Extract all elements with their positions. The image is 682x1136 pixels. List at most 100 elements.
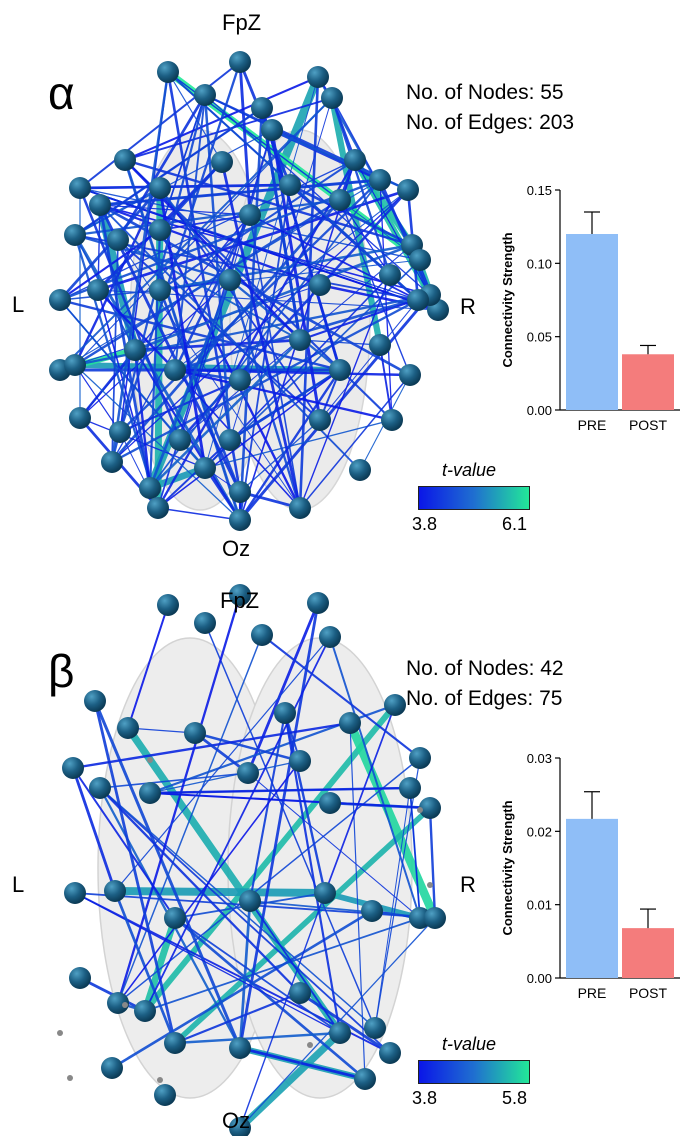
network-edge bbox=[110, 93, 207, 464]
colorbar-title: t-value bbox=[442, 1034, 497, 1054]
network-node bbox=[107, 992, 129, 1014]
network-node bbox=[397, 179, 419, 201]
network-node bbox=[364, 1017, 386, 1039]
network-node bbox=[384, 694, 406, 716]
network-edge bbox=[173, 368, 412, 377]
network-node bbox=[101, 1057, 123, 1079]
network-edge bbox=[260, 106, 342, 372]
colorbar-max: 6.1 bbox=[502, 514, 528, 534]
network-edge bbox=[330, 96, 357, 162]
network-edge bbox=[158, 160, 224, 232]
network-node bbox=[139, 477, 161, 499]
network-node bbox=[49, 289, 71, 311]
network-edge bbox=[118, 60, 242, 434]
network-edge bbox=[204, 622, 376, 1029]
edge-count: No. of Edges: 203 bbox=[406, 111, 575, 134]
network-edge bbox=[133, 348, 152, 490]
network-edge bbox=[173, 916, 367, 1081]
network-node bbox=[407, 289, 429, 311]
network-node bbox=[424, 907, 446, 929]
network-node bbox=[84, 690, 106, 712]
network-edge bbox=[99, 787, 391, 1054]
network-edge bbox=[299, 274, 391, 509]
network-minor-node bbox=[122, 1002, 128, 1008]
network-node bbox=[381, 409, 403, 431]
network-node bbox=[239, 204, 261, 226]
network-edge bbox=[345, 718, 440, 923]
network-node bbox=[399, 364, 421, 386]
alpha-network-graph bbox=[49, 51, 449, 531]
network-edge bbox=[144, 636, 331, 1012]
y-tick-label: 0.03 bbox=[527, 751, 552, 766]
network-edge bbox=[379, 344, 393, 421]
network-edge bbox=[193, 731, 250, 775]
network-edge bbox=[79, 184, 291, 189]
network-node bbox=[361, 900, 383, 922]
y-tick-label: 0.02 bbox=[527, 824, 552, 839]
colorbar-title: t-value bbox=[442, 460, 497, 480]
network-node bbox=[87, 279, 109, 301]
network-node bbox=[274, 702, 296, 724]
network-node bbox=[399, 777, 421, 799]
network-edge bbox=[173, 991, 302, 1045]
network-edge bbox=[127, 727, 196, 734]
network-node bbox=[229, 51, 251, 73]
label-oz: Oz bbox=[222, 1108, 251, 1133]
network-minor-node bbox=[417, 807, 423, 813]
colorbar-min: 3.8 bbox=[412, 1088, 438, 1108]
network-edge bbox=[173, 213, 252, 372]
network-node bbox=[149, 177, 171, 199]
network-edge bbox=[374, 757, 421, 1029]
network-node bbox=[319, 626, 341, 648]
node-count: No. of Nodes: 42 bbox=[406, 657, 564, 680]
network-edge bbox=[238, 899, 252, 1050]
network-edge bbox=[148, 338, 302, 490]
network-node bbox=[289, 750, 311, 772]
network-edge bbox=[58, 298, 342, 372]
network-node bbox=[107, 229, 129, 251]
y-axis-label: Connectivity Strength bbox=[500, 232, 515, 367]
network-node bbox=[164, 359, 186, 381]
network-node bbox=[101, 451, 123, 473]
network-edge bbox=[110, 298, 420, 464]
bar-post bbox=[622, 354, 674, 410]
network-edge bbox=[79, 187, 419, 301]
network-node bbox=[139, 782, 161, 804]
network-node bbox=[114, 149, 136, 171]
network-edge bbox=[127, 604, 169, 729]
network-node bbox=[329, 1022, 351, 1044]
network-node bbox=[321, 87, 343, 109]
network-edge bbox=[249, 900, 341, 1034]
network-edge bbox=[111, 214, 251, 463]
network-edge bbox=[158, 243, 414, 292]
x-tick-label: PRE bbox=[578, 985, 607, 1001]
network-edge bbox=[157, 369, 341, 509]
network-edge bbox=[110, 909, 374, 1070]
network-node bbox=[261, 119, 283, 141]
network-node bbox=[229, 369, 251, 391]
edge-count: No. of Edges: 75 bbox=[406, 687, 563, 710]
network-edge bbox=[59, 299, 181, 441]
network-node bbox=[329, 359, 351, 381]
y-tick-label: 0.00 bbox=[527, 971, 552, 986]
colorbar bbox=[418, 486, 530, 510]
network-edge bbox=[248, 711, 287, 903]
network-node bbox=[409, 747, 431, 769]
network-edge bbox=[142, 702, 398, 1014]
network-edge bbox=[123, 158, 414, 247]
network-node bbox=[157, 61, 179, 83]
label-oz: Oz bbox=[222, 536, 251, 561]
network-edge bbox=[260, 633, 422, 760]
bar-pre bbox=[566, 234, 618, 410]
network-edge bbox=[409, 787, 421, 919]
network-node bbox=[164, 1032, 186, 1054]
network-edge bbox=[157, 439, 231, 509]
network-node bbox=[64, 354, 86, 376]
bar-post bbox=[622, 928, 674, 978]
x-tick-label: POST bbox=[629, 417, 668, 433]
network-edge bbox=[117, 239, 301, 509]
network-edge bbox=[329, 636, 421, 919]
network-node bbox=[89, 777, 111, 799]
network-edge bbox=[99, 772, 249, 789]
network-node bbox=[89, 194, 111, 216]
